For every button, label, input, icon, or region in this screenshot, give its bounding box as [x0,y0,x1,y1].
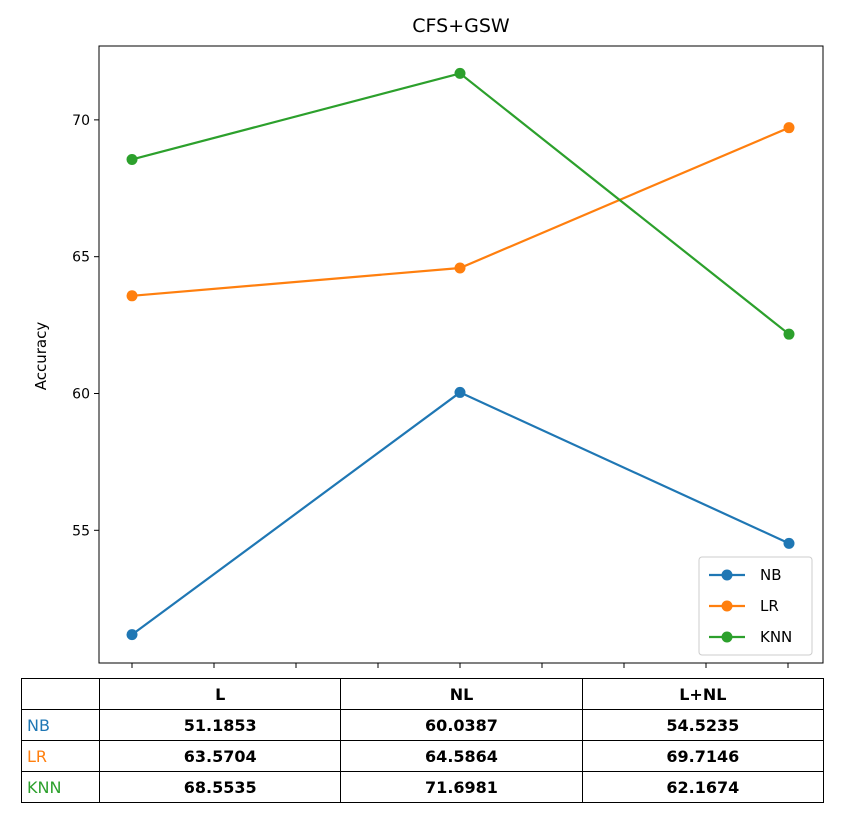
y-tick-label: 65 [72,250,90,266]
table-cell: 62.1674 [581,771,825,803]
data-point-knn [454,67,466,79]
table-header-cell: L [98,678,342,710]
data-point-lr [783,122,795,134]
line-chart: CFS+GSW Accuracy 55 60 65 70 NB LR KNN [32,15,824,668]
table-header-cell: L+NL [581,678,825,710]
data-point-knn [126,153,138,165]
table-cell: 54.5235 [581,709,825,741]
table-row: NB 51.1853 60.0387 54.5235 [21,709,825,741]
data-point-lr [126,290,138,302]
table-header-corner [21,678,100,710]
y-tick-label: 70 [72,113,90,129]
data-point-nb [126,629,138,641]
table-cell: 51.1853 [98,709,342,741]
data-point-lr [454,262,466,274]
y-tick-label: 60 [72,386,90,402]
legend-marker-lr [721,600,733,612]
table-header-row: L NL L+NL [21,678,825,710]
legend-marker-nb [721,569,733,581]
y-axis-label: Accuracy [32,322,50,391]
series-line-knn [131,72,790,336]
legend-label-lr: LR [760,597,779,615]
table-row: KNN 68.5535 71.6981 62.1674 [21,771,825,803]
table-cell: 68.5535 [98,771,342,803]
legend-frame [698,556,813,656]
table-cell: 69.7146 [581,740,825,772]
table-cell: 60.0387 [340,709,583,741]
table-row-label: KNN [21,771,100,803]
legend-marker-knn [721,631,733,643]
series-line-nb [131,391,790,636]
table-cell: 64.5864 [340,740,583,772]
chart-title: CFS+GSW [412,15,510,37]
legend-label-knn: KNN [760,628,792,646]
plot-area [98,45,824,664]
legend-label-nb: NB [760,566,782,584]
data-point-nb [454,386,466,398]
table-row-label: NB [21,709,100,741]
y-tick-label: 55 [72,523,90,539]
legend: NB LR KNN [698,556,813,656]
data-point-knn [783,328,795,340]
table-row: LR 63.5704 64.5864 69.7146 [21,740,825,772]
table-row-label: LR [21,740,100,772]
data-point-nb [783,537,795,549]
table-cell: 63.5704 [98,740,342,772]
data-table: L NL L+NL NB 51.1853 60.0387 54.5235 LR … [21,678,825,803]
table-cell: 71.6981 [340,771,583,803]
table-header-cell: NL [340,678,583,710]
